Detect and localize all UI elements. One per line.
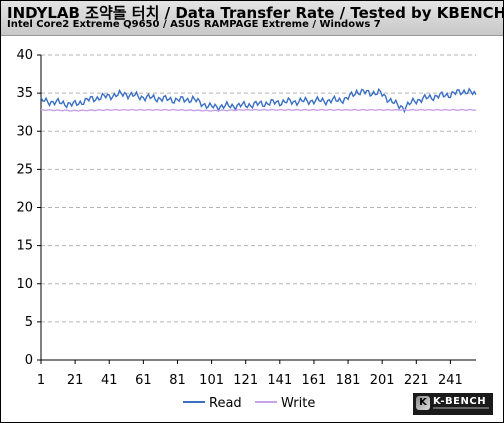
x-tick-label-101: 101: [199, 373, 224, 388]
y-tick-label-40: 40: [16, 48, 33, 63]
legend-label-write: Write: [281, 396, 315, 411]
y-tick-label-10: 10: [16, 277, 33, 292]
logo-text: K-BENCH: [433, 396, 487, 407]
legend-label-read: Read: [209, 396, 242, 411]
chart-header: INDYLAB 조약돌 터치 / Data Transfer Rate / Te…: [1, 1, 504, 36]
axes: [37, 54, 476, 364]
series-line-write: [40, 108, 477, 112]
y-tick-label-15: 15: [16, 239, 33, 254]
chart-title: INDYLAB 조약돌 터치 / Data Transfer Rate / Te…: [7, 4, 504, 22]
x-tick-label-181: 181: [336, 373, 361, 388]
y-tick-label-35: 35: [16, 86, 33, 101]
series-lines: [40, 87, 477, 114]
x-tick-label-141: 141: [267, 373, 292, 388]
y-tick-label-20: 20: [16, 201, 33, 216]
y-tick-label-5: 5: [25, 315, 33, 330]
y-tick-label-30: 30: [16, 124, 33, 139]
chart-subtitle: Intel Core2 Extreme Q9650 / ASUS RAMPAGE…: [7, 19, 381, 30]
x-tick-label-221: 221: [404, 373, 429, 388]
series-line-read: [40, 87, 477, 114]
x-tick-label-81: 81: [169, 373, 186, 388]
y-tick-label-25: 25: [16, 162, 33, 177]
kbench-k-icon: K: [416, 396, 430, 410]
y-tick-labels: 0 5 10 15 20 25 30 35 40: [16, 48, 33, 368]
x-tick-label-241: 241: [438, 373, 463, 388]
x-tick-label-121: 121: [233, 373, 258, 388]
x-tick-label-61: 61: [135, 373, 152, 388]
x-tick-label-201: 201: [370, 373, 395, 388]
grid-lines: [41, 54, 476, 323]
y-tick-label-0: 0: [25, 353, 33, 368]
x-tick-label-161: 161: [302, 373, 327, 388]
x-tick-labels: 1 21 41 61 81 101 121 141 161 181 201 221 241: [37, 373, 463, 388]
x-tick-label-1: 1: [37, 373, 45, 388]
x-tick-label-41: 41: [101, 373, 118, 388]
kbench-logo: K K-BENCH: [413, 393, 493, 415]
x-tick-label-21: 21: [67, 373, 84, 388]
logo-underline: [433, 407, 489, 409]
legend: Read Write: [183, 396, 315, 411]
